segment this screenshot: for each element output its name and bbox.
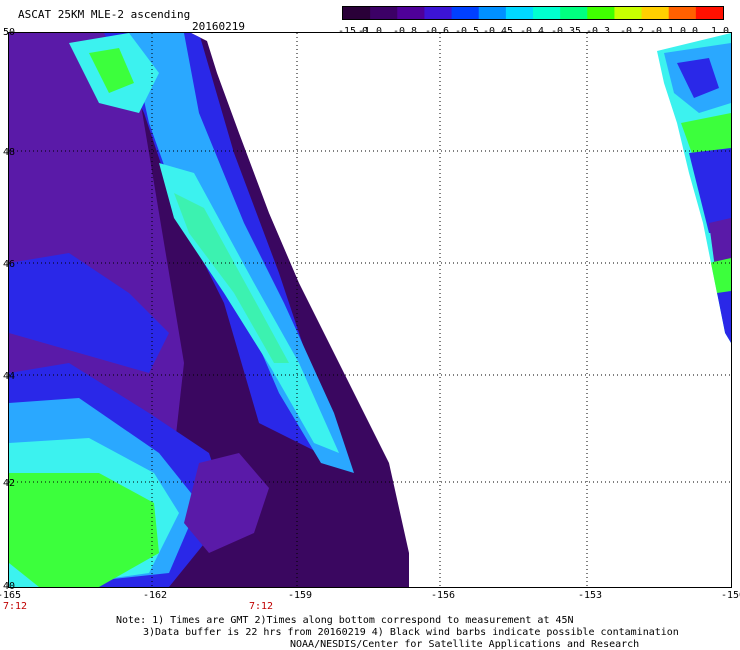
colorbar-tick-label: -0.3 (586, 26, 610, 37)
longitude-tick-label: -150 (720, 590, 740, 601)
product-title: ASCAT 25KM MLE-2 ascending (18, 8, 191, 21)
pass-time-center: 7:12 (249, 601, 274, 612)
longitude-tick-label: -162 (142, 590, 168, 601)
latitude-tick-label: 42 (3, 478, 16, 489)
latitude-tick-label: 46 (3, 259, 16, 270)
colorbar-swatch (424, 7, 453, 19)
colorbar-swatch (587, 7, 615, 19)
colorbar-swatch (641, 7, 670, 19)
pass-time-left: 7:12 (3, 601, 28, 612)
left-swath (9, 33, 409, 587)
note-line-2: 3)Data buffer is 22 hrs from 20160219 4)… (143, 627, 679, 638)
colorbar-tick-label: -0.5 (455, 26, 479, 37)
colorbar-tick-label: -0.2 (620, 26, 644, 37)
colorbar-tick-label: -0.6 (425, 26, 449, 37)
ascat-swath-map (9, 33, 731, 587)
right-swath (657, 33, 731, 343)
colorbar-tick-label: 1.0 (711, 26, 729, 37)
longitude-tick-label: -165 (0, 590, 22, 601)
longitude-tick-label: -156 (430, 590, 456, 601)
colorbar-swatch (370, 7, 398, 19)
colorbar-tick-label: -0.35 (551, 26, 581, 37)
latitude-tick-label: 44 (3, 371, 16, 382)
colorbar-tick-label: -0.4 (520, 26, 544, 37)
colorbar-swatch (397, 7, 425, 19)
colorbar-swatch (478, 7, 507, 19)
colorbar-tick-label: -1.0 (358, 26, 382, 37)
colorbar-swatch (533, 7, 561, 19)
colorbar-swatch (451, 7, 480, 19)
colorbar-tick-label: -15.0 (338, 26, 368, 37)
colorbar-swatch (505, 7, 534, 19)
longitude-tick-label: -153 (577, 590, 603, 601)
colorbar-swatch (560, 7, 588, 19)
longitude-tick-label: -159 (287, 590, 313, 601)
colorbar-tick-label: -0.1 (650, 26, 674, 37)
product-date: 20160219 (192, 20, 245, 33)
colorbar-tick-label: 0.0 (680, 26, 698, 37)
colorbar-swatch (343, 7, 371, 19)
note-line-1: Note: 1) Times are GMT 2)Times along bot… (116, 615, 574, 626)
colorbar-tick-label: -0.45 (483, 26, 513, 37)
credit-line: NOAA/NESDIS/Center for Satellite Applica… (290, 639, 640, 650)
latitude-tick-label: 48 (3, 147, 16, 158)
colorbar-tick-label: -0.8 (393, 26, 417, 37)
colorbar-swatches (343, 7, 723, 19)
latitude-tick-label: 50 (3, 27, 16, 38)
colorbar-swatch (668, 7, 697, 19)
colorbar-swatch (695, 7, 723, 19)
colorbar-swatch (614, 7, 643, 19)
latitude-tick-label: 40 (3, 581, 16, 592)
map-plot (8, 32, 732, 588)
lat-lon-grid (9, 33, 731, 587)
colorbar (342, 6, 724, 20)
